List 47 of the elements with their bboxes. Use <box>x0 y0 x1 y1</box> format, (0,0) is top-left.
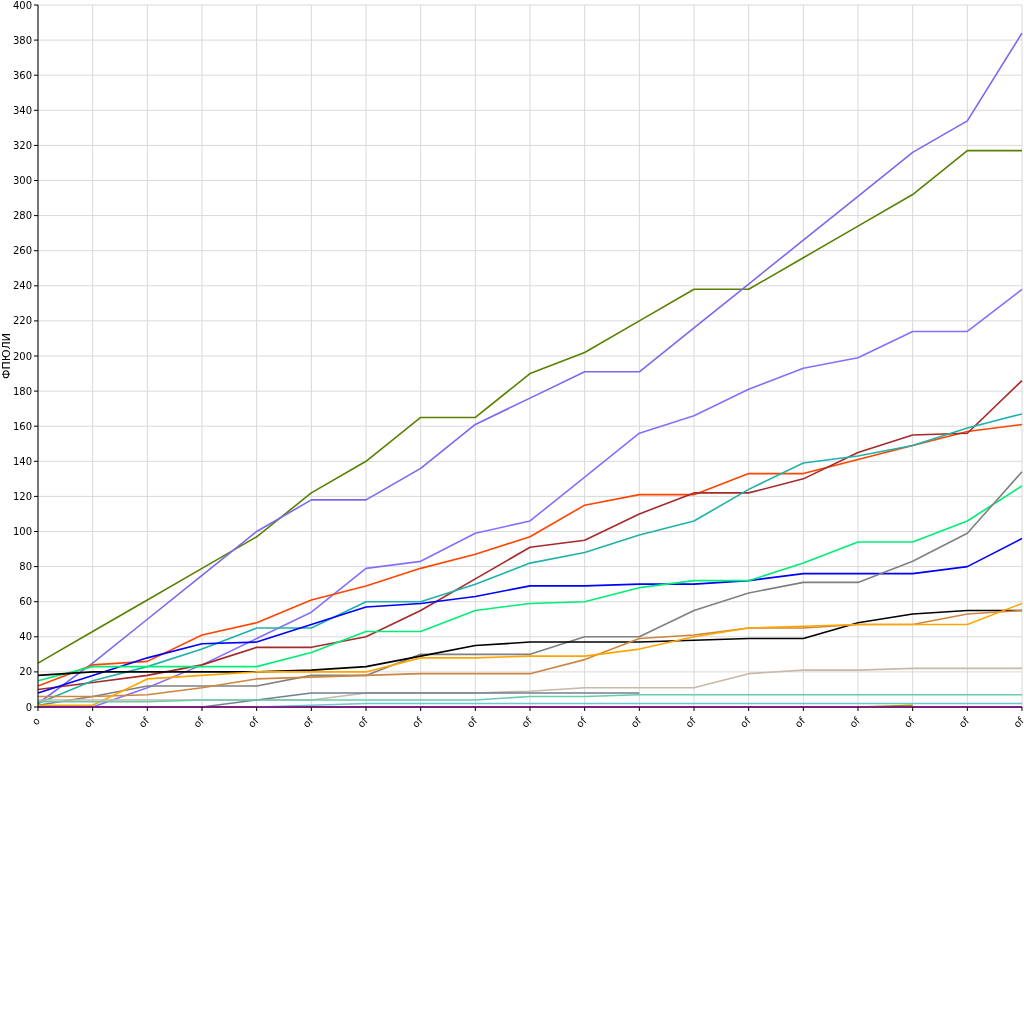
x-tick-label: of <box>245 714 261 730</box>
x-tick-label: of <box>737 714 753 730</box>
y-tick-label: 320 <box>12 139 32 151</box>
y-tick-label: 40 <box>19 631 32 643</box>
x-tick-label: of <box>81 714 97 730</box>
line-series <box>37 693 1023 703</box>
x-tick-label: of <box>901 714 917 730</box>
y-tick-label: 200 <box>12 350 32 362</box>
x-tick-label: of <box>683 714 699 730</box>
y-tick-label: 180 <box>12 385 32 397</box>
x-tick-label: of <box>956 714 972 730</box>
line-series <box>37 609 1023 698</box>
line-series <box>37 149 1023 664</box>
x-tick-label: of <box>191 714 207 730</box>
y-tick-label: 240 <box>12 280 32 292</box>
x-tick-label: of <box>519 714 535 730</box>
y-tick-label: 160 <box>12 420 32 432</box>
y-tick-label: 20 <box>19 666 32 678</box>
x-tick-label: of <box>573 714 589 730</box>
line-series <box>37 485 1023 682</box>
line-series <box>91 288 1023 708</box>
y-axis-title: ФПЮЛИ <box>0 332 13 380</box>
y-tick-label: 280 <box>12 210 32 222</box>
x-tick-label: of <box>628 714 644 730</box>
x-tick-label: of <box>847 714 863 730</box>
y-tick-label: 340 <box>12 104 32 116</box>
x-tick-label: of <box>409 714 425 730</box>
y-tick-label: 0 <box>25 701 32 713</box>
x-tick-label: o <box>29 715 42 728</box>
y-tick-label: 220 <box>12 315 32 327</box>
x-tick-label: of <box>792 714 808 730</box>
x-tick-label: of <box>300 714 316 730</box>
y-tick-label: 100 <box>12 526 32 537</box>
y-tick-label: 260 <box>12 245 32 257</box>
y-tick-label: 380 <box>12 34 32 46</box>
x-tick-label: of <box>1011 714 1024 730</box>
y-tick-label: 60 <box>19 596 32 608</box>
line-series <box>37 537 1023 694</box>
y-tick-label: 360 <box>12 69 32 81</box>
x-tick-label: of <box>136 714 152 730</box>
y-tick-label: 400 <box>12 0 32 11</box>
y-tick-label: 80 <box>19 561 32 573</box>
x-tick-label: of <box>464 714 480 730</box>
x-tick-label: of <box>355 714 371 730</box>
y-tick-label: 140 <box>12 455 32 467</box>
y-tick-label: 300 <box>12 175 32 186</box>
y-tick-label: 120 <box>12 490 32 502</box>
